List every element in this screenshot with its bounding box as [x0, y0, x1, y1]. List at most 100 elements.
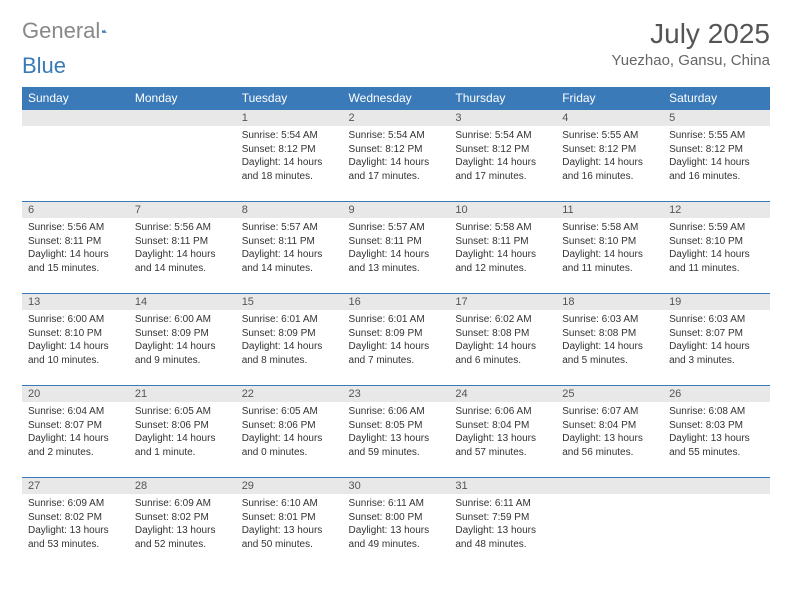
calendar-cell: 22Sunrise: 6:05 AMSunset: 8:06 PMDayligh… — [236, 386, 343, 478]
calendar-cell: 30Sunrise: 6:11 AMSunset: 8:00 PMDayligh… — [343, 478, 450, 570]
day-number: 30 — [343, 478, 450, 494]
day-content: Sunrise: 6:03 AMSunset: 8:07 PMDaylight:… — [663, 310, 770, 372]
calendar-cell: 8Sunrise: 5:57 AMSunset: 8:11 PMDaylight… — [236, 202, 343, 294]
day-content: Sunrise: 6:01 AMSunset: 8:09 PMDaylight:… — [236, 310, 343, 372]
calendar-row: 6Sunrise: 5:56 AMSunset: 8:11 PMDaylight… — [22, 202, 770, 294]
day-content: Sunrise: 5:56 AMSunset: 8:11 PMDaylight:… — [22, 218, 129, 280]
weekday-header-row: SundayMondayTuesdayWednesdayThursdayFrid… — [22, 87, 770, 110]
calendar-cell: 1Sunrise: 5:54 AMSunset: 8:12 PMDaylight… — [236, 110, 343, 202]
calendar-cell: 3Sunrise: 5:54 AMSunset: 8:12 PMDaylight… — [449, 110, 556, 202]
logo-word-blue: Blue — [22, 53, 66, 78]
day-content: Sunrise: 6:10 AMSunset: 8:01 PMDaylight:… — [236, 494, 343, 556]
calendar-cell: 26Sunrise: 6:08 AMSunset: 8:03 PMDayligh… — [663, 386, 770, 478]
calendar-cell: 15Sunrise: 6:01 AMSunset: 8:09 PMDayligh… — [236, 294, 343, 386]
day-number: 13 — [22, 294, 129, 310]
day-content: Sunrise: 5:58 AMSunset: 8:11 PMDaylight:… — [449, 218, 556, 280]
calendar-cell — [22, 110, 129, 202]
day-content: Sunrise: 6:00 AMSunset: 8:09 PMDaylight:… — [129, 310, 236, 372]
day-number: 28 — [129, 478, 236, 494]
day-content: Sunrise: 6:09 AMSunset: 8:02 PMDaylight:… — [129, 494, 236, 556]
calendar-cell: 21Sunrise: 6:05 AMSunset: 8:06 PMDayligh… — [129, 386, 236, 478]
calendar-cell: 6Sunrise: 5:56 AMSunset: 8:11 PMDaylight… — [22, 202, 129, 294]
calendar-row: 13Sunrise: 6:00 AMSunset: 8:10 PMDayligh… — [22, 294, 770, 386]
calendar-row: 20Sunrise: 6:04 AMSunset: 8:07 PMDayligh… — [22, 386, 770, 478]
day-content: Sunrise: 6:04 AMSunset: 8:07 PMDaylight:… — [22, 402, 129, 464]
day-number: 4 — [556, 110, 663, 126]
month-title: July 2025 — [612, 18, 770, 50]
day-content: Sunrise: 6:05 AMSunset: 8:06 PMDaylight:… — [236, 402, 343, 464]
calendar-cell: 2Sunrise: 5:54 AMSunset: 8:12 PMDaylight… — [343, 110, 450, 202]
day-number: 23 — [343, 386, 450, 402]
calendar-cell: 17Sunrise: 6:02 AMSunset: 8:08 PMDayligh… — [449, 294, 556, 386]
day-number: 29 — [236, 478, 343, 494]
logo: General — [22, 18, 130, 44]
calendar-body: 1Sunrise: 5:54 AMSunset: 8:12 PMDaylight… — [22, 110, 770, 570]
day-content: Sunrise: 6:03 AMSunset: 8:08 PMDaylight:… — [556, 310, 663, 372]
day-content: Sunrise: 5:59 AMSunset: 8:10 PMDaylight:… — [663, 218, 770, 280]
calendar-row: 1Sunrise: 5:54 AMSunset: 8:12 PMDaylight… — [22, 110, 770, 202]
day-number: 20 — [22, 386, 129, 402]
day-number: 9 — [343, 202, 450, 218]
calendar-cell: 14Sunrise: 6:00 AMSunset: 8:09 PMDayligh… — [129, 294, 236, 386]
day-content: Sunrise: 6:05 AMSunset: 8:06 PMDaylight:… — [129, 402, 236, 464]
day-number: 10 — [449, 202, 556, 218]
day-number: 24 — [449, 386, 556, 402]
day-content: Sunrise: 5:54 AMSunset: 8:12 PMDaylight:… — [236, 126, 343, 188]
calendar-cell: 7Sunrise: 5:56 AMSunset: 8:11 PMDaylight… — [129, 202, 236, 294]
calendar-cell: 19Sunrise: 6:03 AMSunset: 8:07 PMDayligh… — [663, 294, 770, 386]
calendar-cell — [129, 110, 236, 202]
day-content: Sunrise: 6:07 AMSunset: 8:04 PMDaylight:… — [556, 402, 663, 464]
calendar-cell: 28Sunrise: 6:09 AMSunset: 8:02 PMDayligh… — [129, 478, 236, 570]
day-number: 11 — [556, 202, 663, 218]
calendar-row: 27Sunrise: 6:09 AMSunset: 8:02 PMDayligh… — [22, 478, 770, 570]
day-content: Sunrise: 5:57 AMSunset: 8:11 PMDaylight:… — [343, 218, 450, 280]
day-number: 5 — [663, 110, 770, 126]
day-content: Sunrise: 6:06 AMSunset: 8:05 PMDaylight:… — [343, 402, 450, 464]
day-content: Sunrise: 5:56 AMSunset: 8:11 PMDaylight:… — [129, 218, 236, 280]
calendar-cell: 13Sunrise: 6:00 AMSunset: 8:10 PMDayligh… — [22, 294, 129, 386]
day-number: 14 — [129, 294, 236, 310]
calendar-cell: 20Sunrise: 6:04 AMSunset: 8:07 PMDayligh… — [22, 386, 129, 478]
weekday-header: Saturday — [663, 87, 770, 110]
day-number: 3 — [449, 110, 556, 126]
day-content: Sunrise: 6:02 AMSunset: 8:08 PMDaylight:… — [449, 310, 556, 372]
weekday-header: Tuesday — [236, 87, 343, 110]
day-number: 6 — [22, 202, 129, 218]
day-content: Sunrise: 5:55 AMSunset: 8:12 PMDaylight:… — [663, 126, 770, 188]
day-number: 25 — [556, 386, 663, 402]
day-number: 26 — [663, 386, 770, 402]
day-number: 19 — [663, 294, 770, 310]
calendar-cell: 29Sunrise: 6:10 AMSunset: 8:01 PMDayligh… — [236, 478, 343, 570]
logo-text: General — [22, 18, 100, 44]
calendar-cell — [556, 478, 663, 570]
day-content: Sunrise: 6:11 AMSunset: 7:59 PMDaylight:… — [449, 494, 556, 556]
day-number: 12 — [663, 202, 770, 218]
calendar-cell: 10Sunrise: 5:58 AMSunset: 8:11 PMDayligh… — [449, 202, 556, 294]
day-number: 2 — [343, 110, 450, 126]
logo-triangle-icon — [102, 22, 107, 40]
calendar-cell: 31Sunrise: 6:11 AMSunset: 7:59 PMDayligh… — [449, 478, 556, 570]
day-number: 15 — [236, 294, 343, 310]
day-content: Sunrise: 5:54 AMSunset: 8:12 PMDaylight:… — [343, 126, 450, 188]
day-content: Sunrise: 6:01 AMSunset: 8:09 PMDaylight:… — [343, 310, 450, 372]
day-content: Sunrise: 5:57 AMSunset: 8:11 PMDaylight:… — [236, 218, 343, 280]
calendar-cell: 18Sunrise: 6:03 AMSunset: 8:08 PMDayligh… — [556, 294, 663, 386]
day-content: Sunrise: 6:11 AMSunset: 8:00 PMDaylight:… — [343, 494, 450, 556]
weekday-header: Friday — [556, 87, 663, 110]
calendar-cell: 11Sunrise: 5:58 AMSunset: 8:10 PMDayligh… — [556, 202, 663, 294]
calendar-cell — [663, 478, 770, 570]
day-content: Sunrise: 5:54 AMSunset: 8:12 PMDaylight:… — [449, 126, 556, 188]
calendar-cell: 9Sunrise: 5:57 AMSunset: 8:11 PMDaylight… — [343, 202, 450, 294]
calendar-cell: 23Sunrise: 6:06 AMSunset: 8:05 PMDayligh… — [343, 386, 450, 478]
calendar-cell: 5Sunrise: 5:55 AMSunset: 8:12 PMDaylight… — [663, 110, 770, 202]
day-content: Sunrise: 5:58 AMSunset: 8:10 PMDaylight:… — [556, 218, 663, 280]
day-content: Sunrise: 6:09 AMSunset: 8:02 PMDaylight:… — [22, 494, 129, 556]
calendar-cell: 27Sunrise: 6:09 AMSunset: 8:02 PMDayligh… — [22, 478, 129, 570]
day-number: 17 — [449, 294, 556, 310]
day-content: Sunrise: 6:00 AMSunset: 8:10 PMDaylight:… — [22, 310, 129, 372]
day-number: 1 — [236, 110, 343, 126]
day-number: 21 — [129, 386, 236, 402]
calendar-cell: 24Sunrise: 6:06 AMSunset: 8:04 PMDayligh… — [449, 386, 556, 478]
calendar-table: SundayMondayTuesdayWednesdayThursdayFrid… — [22, 87, 770, 570]
day-number: 22 — [236, 386, 343, 402]
